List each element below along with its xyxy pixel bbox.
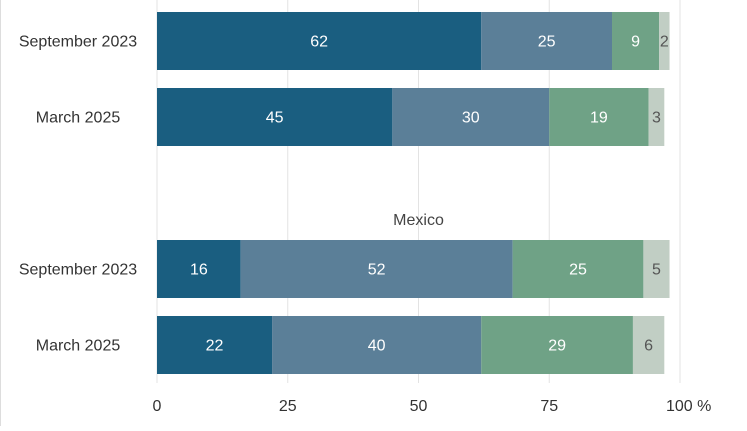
bar-segment — [512, 240, 644, 298]
data-label: 25 — [538, 34, 556, 51]
category-label: September 2023 — [19, 262, 137, 279]
data-label: 3 — [652, 110, 661, 127]
bar-segment — [659, 12, 670, 70]
x-tick-label: 0 — [153, 398, 162, 415]
category-label: March 2025 — [36, 110, 121, 127]
data-label: 25 — [569, 262, 587, 279]
bar-segment — [157, 12, 482, 70]
bar-segment — [157, 88, 393, 146]
bar-segment — [549, 88, 649, 146]
data-label: 62 — [310, 34, 328, 51]
bar-segment — [392, 88, 550, 146]
bar-segment — [648, 88, 665, 146]
data-label: 19 — [590, 110, 608, 127]
data-label: 52 — [368, 262, 386, 279]
bar-segment — [157, 240, 241, 298]
data-label: 30 — [462, 110, 480, 127]
bar-segment — [157, 316, 273, 374]
group-title: Mexico — [393, 212, 444, 229]
bar-segment — [481, 316, 633, 374]
data-label: 16 — [190, 262, 208, 279]
data-label: 40 — [368, 338, 386, 355]
data-label: 45 — [266, 110, 284, 127]
x-tick-label: 25 — [279, 398, 297, 415]
bar-segment — [612, 12, 660, 70]
bar-segment — [643, 240, 670, 298]
x-tick-label: 75 — [540, 398, 558, 415]
bar-segment — [632, 316, 665, 374]
data-label: 2 — [660, 34, 669, 51]
category-label: September 2023 — [19, 34, 137, 51]
data-label: 29 — [548, 338, 566, 355]
data-label: 5 — [652, 262, 661, 279]
data-label: 6 — [644, 338, 653, 355]
x-tick-label: 50 — [410, 398, 428, 415]
data-label: 9 — [631, 34, 640, 51]
bar-segment — [272, 316, 482, 374]
bar-segment — [481, 12, 613, 70]
data-label: 22 — [206, 338, 224, 355]
x-tick-label: 100 % — [666, 398, 711, 415]
bar-segment — [240, 240, 513, 298]
category-label: March 2025 — [36, 338, 121, 355]
